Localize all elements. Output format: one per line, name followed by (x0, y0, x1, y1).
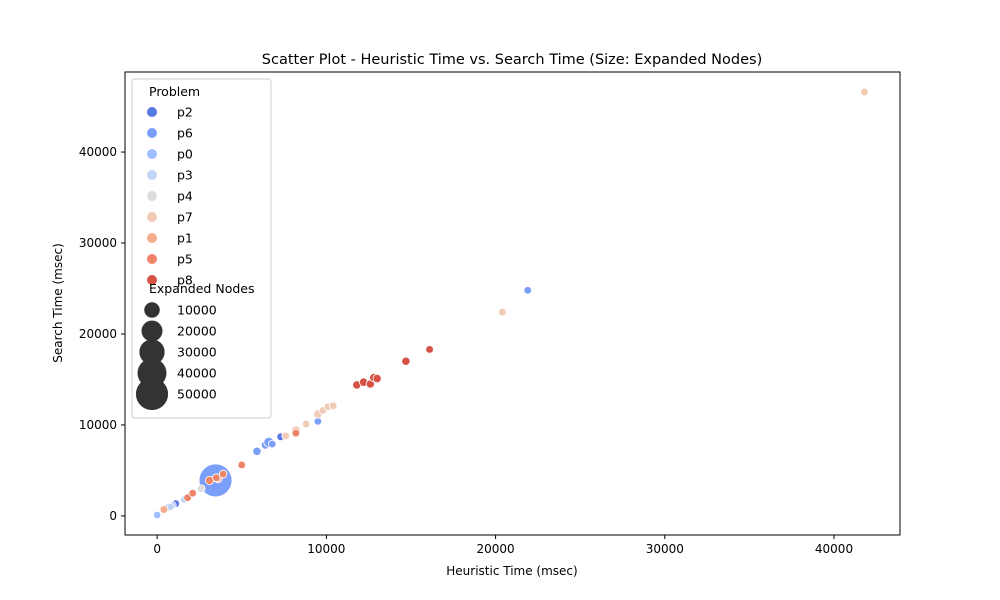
legend-label-p0: p0 (177, 147, 193, 162)
legend-label-p8: p8 (177, 273, 193, 288)
legend-size-label: 20000 (177, 324, 217, 339)
x-axis-ticks: 0 10000 20000 30000 40000 (153, 535, 853, 556)
y-tick-label: 30000 (79, 236, 117, 250)
y-axis-label: Search Time (msec) (51, 243, 65, 363)
legend-marker-p5 (147, 254, 157, 264)
legend-marker-p3 (147, 170, 157, 180)
data-point-p6 (523, 286, 532, 295)
legend-marker-p0 (147, 149, 157, 159)
legend-marker-p2 (147, 107, 157, 117)
data-point-p7 (860, 87, 869, 97)
legend-marker-p1 (147, 233, 157, 243)
x-tick-label: 0 (153, 542, 161, 556)
x-axis-label: Heuristic Time (msec) (446, 564, 577, 578)
x-tick-label: 30000 (646, 542, 684, 556)
data-point-p7 (281, 431, 291, 441)
data-point-p7 (301, 419, 311, 429)
legend-size-label: 30000 (177, 345, 217, 360)
data-point-p7 (328, 401, 338, 411)
legend-label-p2: p2 (177, 105, 193, 120)
legend-label-p6: p6 (177, 126, 193, 141)
plot-frame (124, 71, 901, 536)
y-tick-label: 40000 (79, 145, 117, 159)
legend-label-p5: p5 (177, 252, 193, 267)
legend-hue-title: Problem (149, 84, 200, 99)
legend-size-marker (144, 302, 160, 318)
y-tick-label: 20000 (79, 327, 117, 341)
data-point-p5 (212, 473, 221, 482)
legend-size-marker (141, 320, 163, 342)
legend-label-p4: p4 (177, 189, 193, 204)
data-point-p5 (218, 469, 228, 479)
legend-size-marker (139, 339, 165, 365)
legend-label-p1: p1 (177, 231, 193, 246)
data-point-p8 (401, 356, 411, 366)
legend-label-p7: p7 (177, 210, 193, 225)
legend-size-label: 50000 (177, 387, 217, 402)
legend-box (131, 78, 272, 419)
data-point-p1 (159, 505, 169, 514)
legend-marker-p7 (147, 212, 157, 222)
x-tick-label: 40000 (815, 542, 853, 556)
data-point-p7 (498, 307, 507, 317)
legend-marker-p8 (147, 275, 157, 285)
x-tick-label: 20000 (476, 542, 514, 556)
data-point-p0 (153, 510, 162, 520)
data-point-p4 (196, 484, 206, 493)
data-point-p5 (188, 488, 197, 498)
legend-size-title: Expanded Nodes (149, 281, 254, 296)
chart-title: Scatter Plot - Heuristic Time vs. Search… (262, 52, 762, 68)
data-point-p8 (425, 345, 434, 354)
data-point-p6 (267, 439, 277, 449)
legend-size-marker (135, 377, 169, 411)
y-tick-label: 10000 (79, 418, 117, 432)
legend-size-label: 10000 (177, 303, 217, 318)
legend-size-label: 40000 (177, 366, 217, 381)
legend-marker-p4 (147, 191, 157, 201)
y-axis-ticks: 0 10000 20000 30000 40000 (79, 145, 125, 523)
data-point-p5 (237, 460, 247, 470)
data-point-p8 (372, 373, 382, 384)
data-point-p6 (252, 446, 262, 456)
data-points (153, 87, 869, 520)
data-point-p5 (291, 428, 301, 438)
legend-marker-p6 (147, 128, 157, 138)
x-tick-label: 10000 (307, 542, 345, 556)
legend-label-p3: p3 (177, 168, 193, 183)
y-tick-label: 0 (109, 509, 117, 523)
